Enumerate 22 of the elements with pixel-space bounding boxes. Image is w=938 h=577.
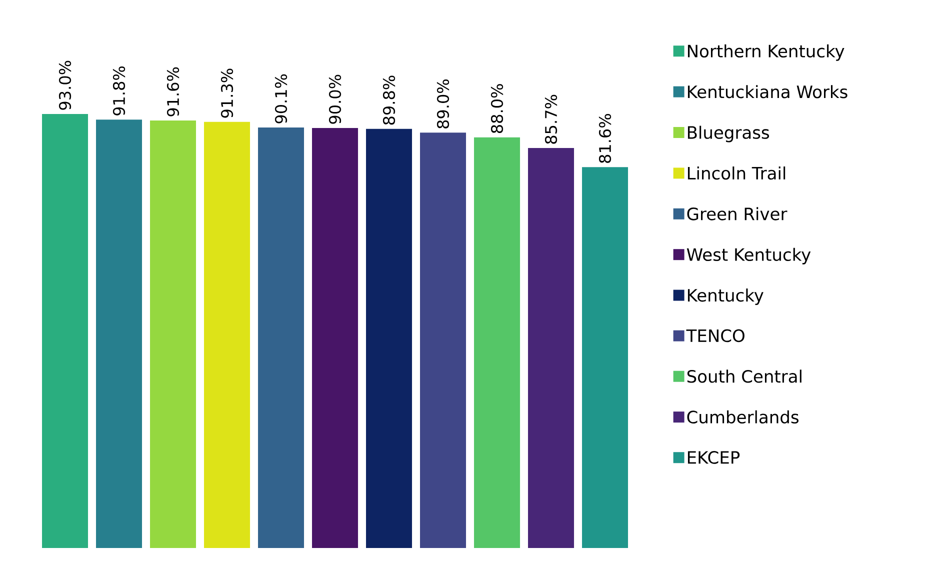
legend-label: TENCO: [686, 329, 744, 342]
legend-label: South Central: [687, 370, 802, 383]
data-label: 90.1%: [274, 74, 288, 124]
legend-label: Kentuckiana Works: [688, 85, 848, 98]
data-label: 89.8%: [382, 76, 396, 125]
data-label: 88.0%: [490, 84, 504, 134]
data-label: 81.6%: [598, 114, 612, 163]
legend-label: West Kentucky: [686, 248, 811, 264]
legend-label: Kentucky: [688, 288, 764, 306]
legend-label: Cumberlands: [687, 410, 798, 424]
data-label: 89.0%: [436, 80, 450, 128]
data-label: 91.8%: [112, 66, 126, 116]
legend-label: EKCEP: [688, 451, 740, 464]
legend-label: Lincoln Trail: [688, 166, 786, 180]
legend-label: Green River: [687, 207, 788, 220]
data-label: 91.6%: [166, 67, 180, 116]
data-label: 90.0%: [328, 74, 342, 124]
data-label: 91.3%: [220, 68, 234, 118]
legend-label: Bluegrass: [688, 126, 770, 142]
data-label: 93.0%: [58, 60, 72, 110]
data-label: 85.7%: [544, 94, 558, 144]
legend-label: Northern Kentucky: [688, 44, 844, 61]
